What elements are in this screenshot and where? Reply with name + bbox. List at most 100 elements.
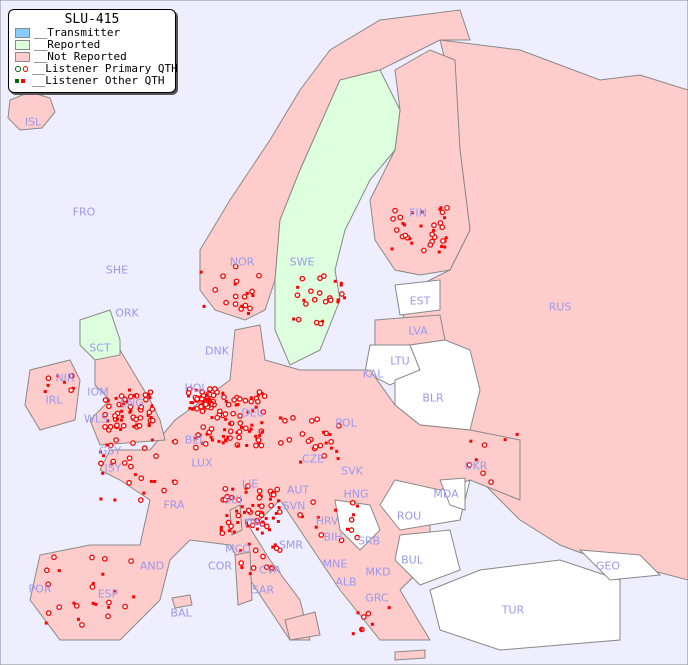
listener-primary-marker xyxy=(101,555,108,562)
country-label-jsy: JSY xyxy=(104,461,122,475)
listener-other-marker xyxy=(440,244,444,248)
listener-other-marker xyxy=(242,510,246,514)
country-label-aut: AUT xyxy=(286,483,310,497)
listener-primary-marker xyxy=(51,554,57,561)
listener-other-marker xyxy=(248,572,252,576)
listener-primary-marker xyxy=(231,397,238,403)
listener-other-marker xyxy=(258,434,262,438)
listener-other-marker xyxy=(224,399,228,403)
listener-other-marker xyxy=(346,527,350,531)
listener-other-marker xyxy=(210,438,214,442)
listener-other-marker xyxy=(257,441,261,445)
listener-other-marker xyxy=(133,473,137,477)
listener-other-marker xyxy=(147,422,151,426)
listener-primary-marker xyxy=(316,290,323,296)
listener-other-marker xyxy=(268,528,272,532)
listener-primary-marker xyxy=(208,426,215,432)
country-sweden xyxy=(274,69,401,366)
listener-other-marker xyxy=(277,505,281,509)
country-label-dnk: DNK xyxy=(205,344,229,358)
country-label-rou: ROU xyxy=(396,509,422,523)
listener-primary-marker xyxy=(299,275,306,282)
listener-primary-marker xyxy=(243,425,249,432)
listener-other-marker xyxy=(223,428,227,432)
country-label-iom: IOM xyxy=(87,385,109,399)
listener-other-marker xyxy=(343,296,347,300)
country-label-sar: SAR xyxy=(251,583,275,597)
country-label-lie: LIE xyxy=(241,477,259,491)
listener-primary-marker xyxy=(312,443,319,450)
listener-primary-marker xyxy=(192,444,199,451)
listener-other-marker xyxy=(72,601,76,605)
listener-primary-marker xyxy=(313,319,320,326)
listener-primary-marker xyxy=(258,512,265,519)
listener-other-marker xyxy=(76,617,80,621)
listener-primary-marker xyxy=(232,301,239,307)
listener-primary-marker xyxy=(335,422,342,429)
listener-other-marker xyxy=(438,207,442,211)
listener-primary-marker xyxy=(317,275,323,282)
listener-other-marker xyxy=(314,525,318,529)
listener-primary-marker xyxy=(130,440,136,446)
listener-other-marker xyxy=(236,444,240,448)
listener-primary-marker xyxy=(113,437,120,443)
listener-primary-marker xyxy=(127,393,134,400)
listener-other-marker xyxy=(240,565,244,569)
listener-primary-marker xyxy=(297,512,303,518)
listener-primary-marker xyxy=(228,523,234,530)
listener-other-marker xyxy=(236,403,240,407)
listener-primary-marker xyxy=(120,422,127,429)
listener-primary-marker xyxy=(299,431,306,437)
listener-primary-marker xyxy=(349,499,356,506)
country-label-cze: CZE xyxy=(301,452,325,466)
country-corsica xyxy=(229,504,243,536)
listener-primary-marker xyxy=(274,486,281,493)
listener-primary-marker xyxy=(118,393,125,399)
listener-primary-marker xyxy=(216,408,223,415)
listener-other-marker xyxy=(261,520,265,524)
country-label-kal: KAL xyxy=(362,367,384,381)
listener-other-marker xyxy=(271,516,275,520)
country-label-fin: FIN xyxy=(409,206,427,220)
listener-other-marker xyxy=(316,515,320,519)
listener-primary-marker xyxy=(247,305,253,312)
listener-primary-marker xyxy=(214,414,221,421)
listener-primary-marker xyxy=(224,493,231,500)
listener-primary-marker xyxy=(439,209,446,216)
legend-label: __Transmitter xyxy=(34,26,121,39)
listener-other-marker xyxy=(204,394,208,398)
listener-other-marker xyxy=(113,498,117,502)
listener-primary-marker xyxy=(322,298,329,305)
listener-primary-marker xyxy=(328,438,334,445)
listener-other-marker xyxy=(370,622,374,626)
listener-primary-marker xyxy=(429,231,436,238)
listener-other-marker xyxy=(225,514,229,518)
listener-primary-marker xyxy=(238,560,245,566)
listener-primary-marker xyxy=(237,420,244,426)
listener-primary-marker xyxy=(121,460,128,466)
listener-other-marker xyxy=(245,443,249,447)
listener-primary-marker xyxy=(172,438,179,445)
listener-other-marker xyxy=(43,390,47,394)
listener-primary-marker xyxy=(249,522,256,529)
listener-other-marker xyxy=(63,380,67,384)
country-crete xyxy=(394,649,426,661)
listener-primary-marker xyxy=(258,442,265,449)
listener-primary-marker xyxy=(294,292,301,299)
country-label-blr: BLR xyxy=(422,391,444,405)
listener-primary-marker xyxy=(172,479,178,486)
listener-primary-marker xyxy=(98,460,104,467)
listener-other-marker xyxy=(127,388,131,392)
listener-primary-marker xyxy=(222,485,229,492)
country-label-cor: COR xyxy=(208,559,232,573)
listener-primary-marker xyxy=(68,372,75,379)
listener-primary-marker xyxy=(221,394,227,400)
listener-primary-marker xyxy=(106,403,112,410)
country-label-isl: ISL xyxy=(24,115,42,129)
country-label-hrv: HRV xyxy=(315,514,339,528)
listener-primary-marker xyxy=(232,293,239,300)
listener-other-marker xyxy=(334,508,338,512)
listener-primary-marker xyxy=(317,442,324,449)
legend-label: __Not Reported xyxy=(34,50,127,63)
listener-other-marker xyxy=(351,632,355,636)
